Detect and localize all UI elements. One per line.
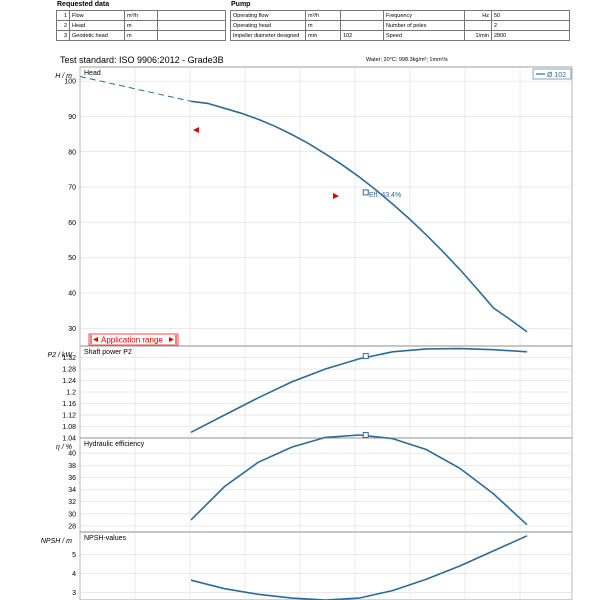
range-marker-triangle: [193, 127, 199, 133]
panel-title: Hydraulic efficiency: [84, 441, 145, 448]
y-tick-label: 1.2: [66, 390, 76, 397]
y-tick-label: 34: [68, 487, 76, 494]
test-standard: Test standard: ISO 9906:2012 - Grade3B: [60, 55, 224, 65]
operating-point-marker: [362, 189, 369, 196]
series-line: [190, 434, 528, 526]
application-range-arrow-left: [93, 337, 98, 342]
pump-table: Operating flow m³/h Frequency Hz 50 Oper…: [230, 10, 570, 41]
panel-frame: [79, 531, 573, 600]
panel-frame: [79, 66, 573, 347]
panel-frame: [79, 437, 573, 533]
efficiency-label: Eff. 43.4%: [369, 192, 401, 199]
y-tick-label: 100: [64, 79, 76, 86]
operating-point-marker: [362, 431, 369, 438]
y-tick-label: 28: [68, 523, 76, 530]
y-tick-label: 1.32: [62, 355, 76, 362]
panel-title: Head: [84, 70, 101, 77]
y-tick-label: 30: [68, 511, 76, 518]
application-range-label: Application range: [101, 336, 163, 345]
range-marker-triangle: [333, 193, 339, 199]
series-line: [190, 347, 528, 434]
series-line: [190, 100, 528, 333]
application-range-arrow-right: [169, 337, 174, 342]
y-tick-label: 1.12: [62, 413, 76, 420]
pump-value-2: 2800: [491, 30, 570, 41]
table-row: 3 Geodetic head m: [56, 30, 226, 41]
y-tick-label: 90: [68, 114, 76, 121]
y-tick-label: 40: [68, 451, 76, 458]
y-tick-label: 60: [68, 220, 76, 227]
fluid-conditions: Water; 20°C; 998.3kg/m³; 1mm²/s: [366, 57, 448, 63]
y-tick-label: 32: [68, 499, 76, 506]
requested-data-table: 1 Flow m³/h 2 Head m 3 Geodetic head m: [56, 10, 226, 41]
y-tick-label: 4: [72, 571, 76, 578]
panel-title: NPSH-values: [84, 535, 127, 542]
legend-label: Ø 102: [547, 72, 566, 79]
requested-data-title: Requested data: [57, 1, 110, 8]
y-tick-label: 40: [68, 291, 76, 298]
pump-title: Pump: [231, 1, 251, 8]
y-tick-label: 30: [68, 326, 76, 333]
y-tick-label: 36: [68, 475, 76, 482]
legend-box: [532, 68, 572, 80]
operating-point-marker: [362, 353, 369, 360]
y-tick-label: 1.24: [62, 378, 76, 385]
y-tick-label: 50: [68, 255, 76, 262]
y-tick-label: 1.04: [62, 436, 76, 443]
y-axis-label: NPSH / m: [41, 538, 72, 545]
y-tick-label: 1.28: [62, 367, 76, 374]
extrapolated-line: [79, 76, 192, 102]
table-row: Impeller diameter designed mm 102 Speed …: [230, 30, 570, 41]
y-axis-label: P2 / kW: [47, 352, 73, 359]
y-axis-label: η / %: [56, 444, 72, 451]
y-tick-label: 70: [68, 185, 76, 192]
y-tick-label: 38: [68, 463, 76, 470]
series-line: [190, 535, 528, 600]
y-tick-label: 5: [72, 552, 76, 559]
application-range-box: [88, 333, 179, 346]
y-tick-label: 1.16: [62, 401, 76, 408]
y-tick-label: 3: [72, 590, 76, 597]
panel-title: Shaft power P2: [84, 349, 132, 356]
y-tick-label: 80: [68, 149, 76, 156]
y-axis-label: H / m: [55, 73, 72, 80]
y-tick-label: 1.08: [62, 424, 76, 431]
row-value[interactable]: [157, 30, 226, 41]
